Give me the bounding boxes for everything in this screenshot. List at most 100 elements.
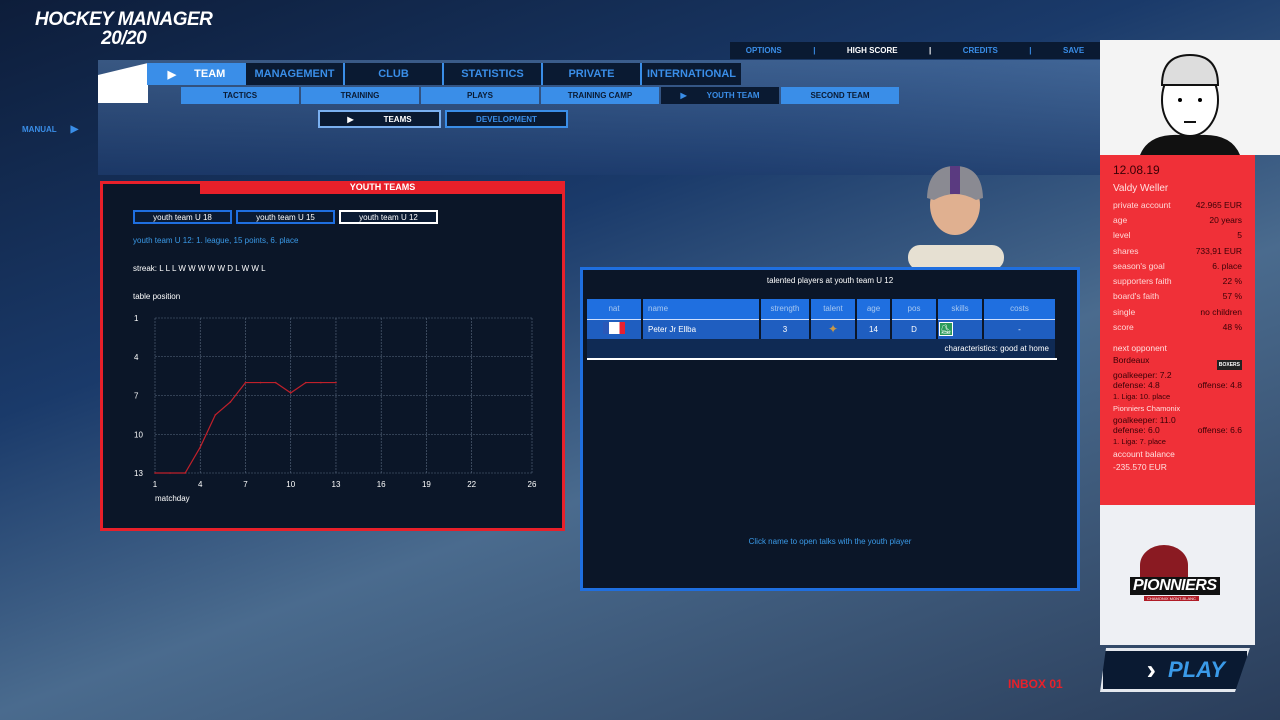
arrow-icon: ▶ [680, 91, 687, 100]
costs-cell: - [983, 319, 1057, 339]
data-point [305, 381, 307, 384]
next-opponent-label: next opponent [1113, 342, 1167, 353]
x-tick-label: 13 [332, 480, 341, 489]
stat-row: score 48 % [1113, 319, 1242, 334]
account-balance: -235.570 EUR [1113, 461, 1167, 472]
col-name[interactable]: name [642, 299, 761, 319]
col-strength[interactable]: strength [760, 299, 811, 319]
own-goalkeeper: goalkeeper: 11.0 [1113, 414, 1176, 425]
characteristics: characteristics: good at home [587, 339, 1057, 360]
stat-value: 20 years [1209, 214, 1242, 225]
opponent-offense: offense: 4.8 [1197, 379, 1242, 390]
tab-club[interactable]: CLUB [345, 63, 444, 85]
players-table: nat name strength talent age pos skills … [587, 299, 1057, 360]
youth-u12-button[interactable]: youth team U 12 [339, 210, 438, 224]
col-age[interactable]: age [856, 299, 892, 319]
tab-team[interactable]: ▶ TEAM [147, 63, 246, 85]
high-score-link[interactable]: HIGH SCORE [846, 46, 898, 55]
youth-u18-button[interactable]: youth team U 18 [133, 210, 232, 224]
player-name-link[interactable]: Peter Jr Ellba [642, 319, 761, 339]
play-button[interactable]: › PLAY [1100, 648, 1250, 692]
subtab-youth-team[interactable]: ▶ YOUTH TEAM [661, 87, 779, 104]
manual-link[interactable]: MANUAL ▶ [22, 124, 79, 135]
y-tick-label: 13 [134, 469, 143, 478]
manager-name: Valdy Weller [1113, 183, 1169, 194]
save-link[interactable]: SAVE [1063, 46, 1085, 55]
subtab-tactics[interactable]: TACTICS [181, 87, 299, 104]
main-tabs: ▶ TEAM MANAGEMENT CLUB STATISTICS PRIVATE… [147, 63, 741, 85]
stat-value: 6. place [1212, 260, 1242, 271]
table-row[interactable]: Peter Jr Ellba 3 ✦ 14 D ⛸ - [587, 319, 1057, 339]
x-axis-label: matchday [155, 494, 190, 503]
youth-u15-button[interactable]: youth team U 15 [236, 210, 335, 224]
x-tick-label: 4 [198, 480, 203, 489]
options-link[interactable]: OPTIONS [745, 46, 782, 55]
club-logo-area: PIONNIERS CHAMONIX MONT-BLANC [1100, 505, 1255, 645]
x-tick-label: 7 [243, 480, 248, 489]
stat-label: season's goal [1113, 260, 1165, 271]
stat-value: 733,91 EUR [1195, 245, 1242, 256]
data-point [184, 472, 186, 474]
team-summary: youth team U 12: 1. league, 15 points, 6… [133, 236, 299, 245]
subtab-training-camp[interactable]: TRAINING CAMP [541, 87, 659, 104]
tab-international[interactable]: INTERNATIONAL [642, 63, 741, 85]
stat-row: age 20 years [1113, 212, 1242, 227]
data-point [244, 381, 247, 384]
data-point [335, 381, 337, 384]
data-point [154, 472, 156, 474]
table-position-chart: 1 4 7 10 13 16 19 22 26 1 4 7 10 13 [134, 314, 537, 489]
subtab-second-team[interactable]: SECOND TEAM [781, 87, 899, 104]
col-talent[interactable]: talent [810, 299, 857, 319]
top-menu: OPTIONS | HIGH SCORE | CREDITS | SAVE [730, 42, 1100, 59]
y-tick-label: 10 [134, 430, 143, 439]
stat-row: shares 733,91 EUR [1113, 243, 1242, 258]
x-tick-label: 16 [377, 480, 386, 489]
opponent-goalkeeper: goalkeeper: 7.2 [1113, 369, 1172, 380]
players-title: talented players at youth team U 12 [766, 276, 894, 285]
balance-label: account balance [1113, 448, 1175, 459]
data-point [169, 472, 171, 474]
data-point [199, 446, 202, 448]
opponent-name: Bordeaux [1113, 354, 1150, 365]
col-costs[interactable]: costs [983, 299, 1057, 319]
y-tick-label: 4 [134, 353, 139, 362]
talks-hint: Click name to open talks with the youth … [748, 537, 912, 546]
y-tick-label: 1 [134, 314, 139, 323]
stat-label: single [1113, 306, 1136, 317]
chart-title: table position [133, 292, 181, 301]
credits-link[interactable]: CREDITS [962, 46, 998, 55]
x-tick-label: 10 [286, 480, 295, 489]
col-nat[interactable]: nat [587, 299, 643, 319]
opponent-defense: defense: 4.8 [1113, 379, 1160, 390]
subtab-training[interactable]: TRAINING [301, 87, 419, 104]
stat-row: level 5 [1113, 228, 1242, 243]
panel-title: YOUTH TEAMS [200, 181, 565, 194]
stat-value: 57 % [1222, 291, 1242, 302]
subtab-plays[interactable]: PLAYS [421, 87, 539, 104]
tab-management[interactable]: MANAGEMENT [246, 63, 345, 85]
own-defense: defense: 6.0 [1113, 424, 1160, 435]
stat-label: private account [1113, 199, 1171, 210]
strength-cell: 3 [760, 319, 811, 339]
stat-row: board's faith 57 % [1113, 289, 1242, 304]
stat-label: score [1113, 322, 1134, 333]
stat-value: 5 [1237, 230, 1242, 241]
tab-private[interactable]: PRIVATE [543, 63, 642, 85]
stat-value: 22 % [1222, 276, 1242, 287]
tab-statistics[interactable]: STATISTICS [444, 63, 543, 85]
stat-label: level [1113, 230, 1131, 241]
data-point [259, 381, 262, 384]
tab-development[interactable]: DEVELOPMENT [445, 110, 568, 128]
col-pos[interactable]: pos [891, 299, 938, 319]
stat-label: supporters faith [1113, 276, 1172, 287]
tab-teams[interactable]: ▶ TEAMS [318, 110, 441, 128]
col-skills[interactable]: skills [937, 299, 984, 319]
x-tick-label: 19 [422, 480, 431, 489]
youth-team-selector: youth team U 18 youth team U 15 youth te… [133, 210, 438, 224]
data-point [274, 381, 277, 384]
manager-face-icon [1140, 53, 1240, 155]
streak: streak: L L L W W W W W D L W W L [133, 264, 266, 273]
manager-info-panel: 12.08.19 Valdy Weller private account 42.… [1100, 155, 1255, 505]
inbox-button[interactable]: INBOX 01 [1008, 677, 1063, 691]
stat-row: supporters faith 22 % [1113, 273, 1242, 288]
